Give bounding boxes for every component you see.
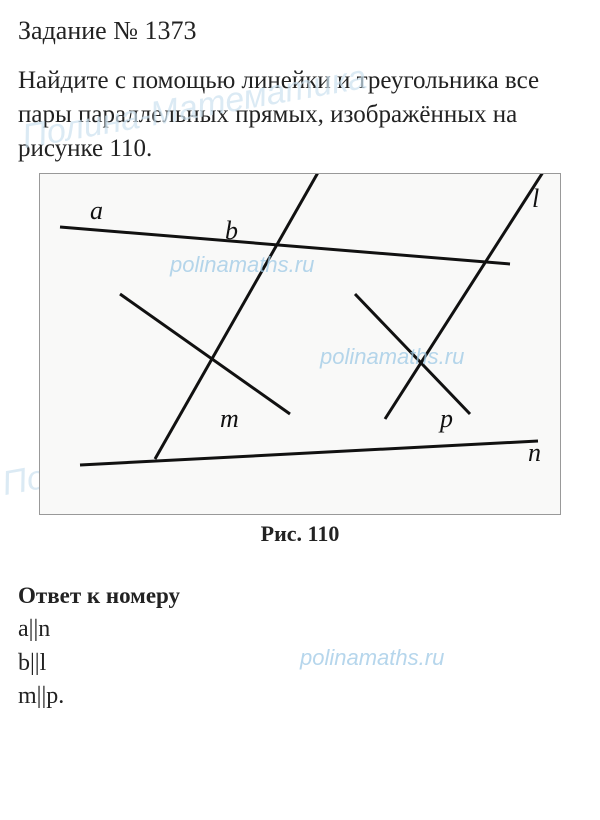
problem-text: Найдите с помощью линейки и треугольника… (18, 64, 582, 165)
label-n: n (528, 438, 541, 467)
label-b: b (225, 216, 238, 245)
line-l (385, 174, 545, 419)
line-m (120, 294, 290, 414)
figure-svg: a b l m p n (40, 174, 560, 514)
answer-heading: Ответ к номеру (18, 583, 582, 609)
figure-caption: Рис. 110 (18, 521, 582, 547)
figure-110: a b l m p n polinamaths.ru polinamaths.r… (39, 173, 561, 515)
label-l: l (532, 184, 539, 213)
task-title: Задание № 1373 (18, 16, 582, 46)
label-p: p (438, 404, 453, 433)
line-n (80, 441, 538, 465)
answer-line-2: b||l (18, 647, 582, 681)
answer-line-3: m||p. (18, 680, 582, 714)
label-m: m (220, 404, 239, 433)
answer-line-1: a||n (18, 613, 582, 647)
label-a: a (90, 196, 103, 225)
